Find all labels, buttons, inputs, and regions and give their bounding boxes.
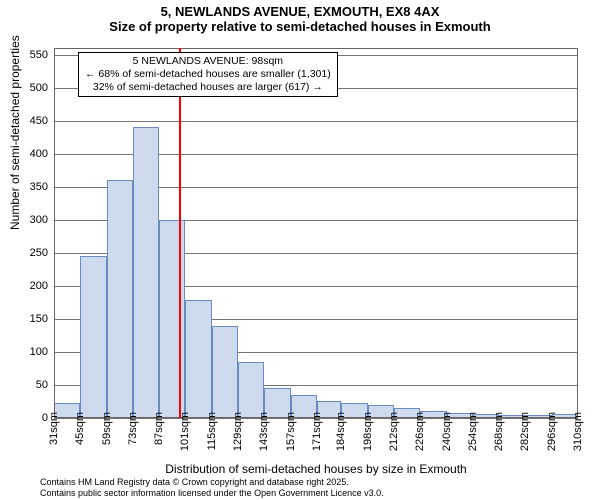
xtick-label: 45sqm (74, 412, 86, 445)
x-axis-label: Distribution of semi-detached houses by … (54, 462, 578, 476)
ytick-label: 350 (8, 181, 48, 193)
footer-line2: Contains public sector information licen… (40, 488, 384, 498)
y-axis-label: Number of semi-detached properties (8, 35, 22, 230)
xtick-label: 310sqm (572, 412, 584, 451)
xtick-label: 212sqm (388, 412, 400, 451)
plot-border (54, 48, 578, 418)
xtick-label: 73sqm (127, 412, 139, 445)
footer-attribution: Contains HM Land Registry data © Crown c… (40, 477, 384, 498)
xtick-label: 87sqm (153, 412, 165, 445)
xtick-label: 198sqm (362, 412, 374, 451)
ytick-label: 550 (8, 49, 48, 61)
plot-area: 5 NEWLANDS AVENUE: 98sqm ← 68% of semi-d… (54, 48, 578, 418)
title-line1: 5, NEWLANDS AVENUE, EXMOUTH, EX8 4AX (0, 4, 600, 19)
xtick-label: 296sqm (546, 412, 558, 451)
chart-title: 5, NEWLANDS AVENUE, EXMOUTH, EX8 4AX Siz… (0, 4, 600, 34)
xtick-label: 226sqm (414, 412, 426, 451)
xtick-label: 282sqm (519, 412, 531, 451)
annotation-line2: ← 68% of semi-detached houses are smalle… (85, 68, 331, 81)
annotation-line1: 5 NEWLANDS AVENUE: 98sqm (85, 55, 331, 68)
ytick-label: 400 (8, 148, 48, 160)
xtick-label: 240sqm (441, 412, 453, 451)
xtick-label: 59sqm (101, 412, 113, 445)
annotation-box: 5 NEWLANDS AVENUE: 98sqm ← 68% of semi-d… (78, 52, 338, 97)
reference-line (179, 48, 181, 418)
xtick-label: 254sqm (467, 412, 479, 451)
footer-line1: Contains HM Land Registry data © Crown c… (40, 477, 384, 487)
ytick-label: 0 (8, 412, 48, 424)
ytick-label: 200 (8, 280, 48, 292)
ytick-label: 300 (8, 214, 48, 226)
ytick-label: 500 (8, 82, 48, 94)
ytick-label: 450 (8, 115, 48, 127)
ytick-label: 250 (8, 247, 48, 259)
xtick-label: 143sqm (258, 412, 270, 451)
xtick-label: 129sqm (232, 412, 244, 451)
xtick-label: 115sqm (206, 412, 218, 450)
xtick-label: 171sqm (311, 412, 323, 451)
xtick-label: 101sqm (179, 412, 191, 451)
xtick-label: 31sqm (48, 412, 60, 445)
ytick-label: 100 (8, 346, 48, 358)
xtick-label: 157sqm (285, 412, 297, 451)
title-line2: Size of property relative to semi-detach… (0, 19, 600, 34)
annotation-line3: 32% of semi-detached houses are larger (… (85, 81, 331, 94)
ytick-label: 150 (8, 313, 48, 325)
xtick-label: 268sqm (493, 412, 505, 451)
ytick-label: 50 (8, 379, 48, 391)
xtick-label: 184sqm (335, 412, 347, 451)
